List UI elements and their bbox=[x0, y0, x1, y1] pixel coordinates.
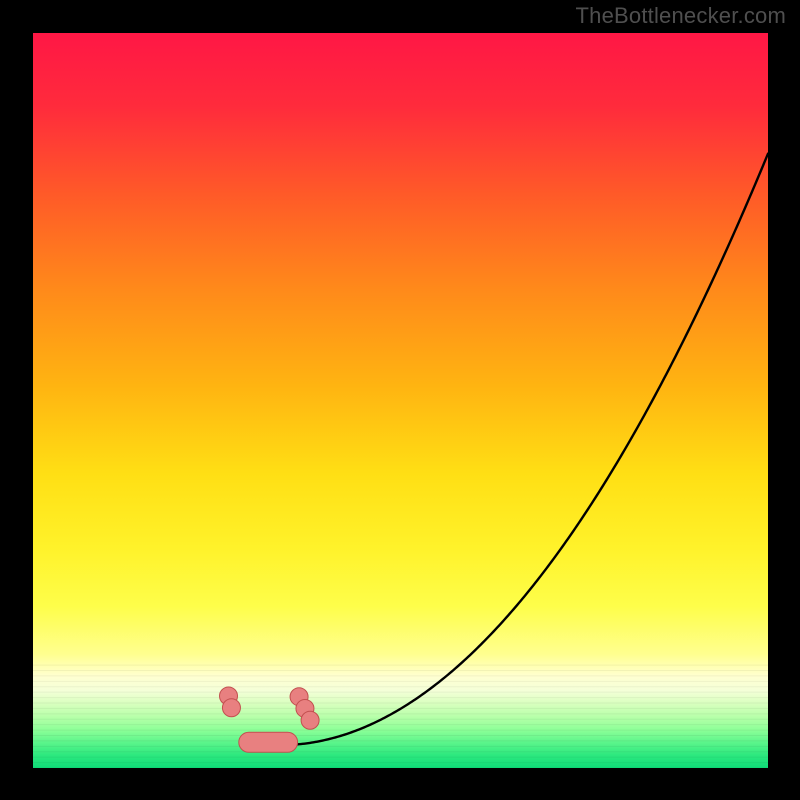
watermark-text: TheBottlenecker.com bbox=[576, 3, 786, 29]
chart-svg-overlay bbox=[33, 33, 768, 768]
gradient-band-lines bbox=[33, 665, 768, 768]
curve-right bbox=[295, 154, 768, 745]
chart-stage: { "canvas": { "width": 800, "height": 80… bbox=[0, 0, 800, 800]
bottleneck-curves bbox=[295, 154, 768, 745]
valley-dot-left-1 bbox=[222, 699, 240, 717]
valley-bar bbox=[239, 732, 298, 752]
plot-area bbox=[33, 33, 768, 768]
valley-dot-right-2 bbox=[301, 711, 319, 729]
